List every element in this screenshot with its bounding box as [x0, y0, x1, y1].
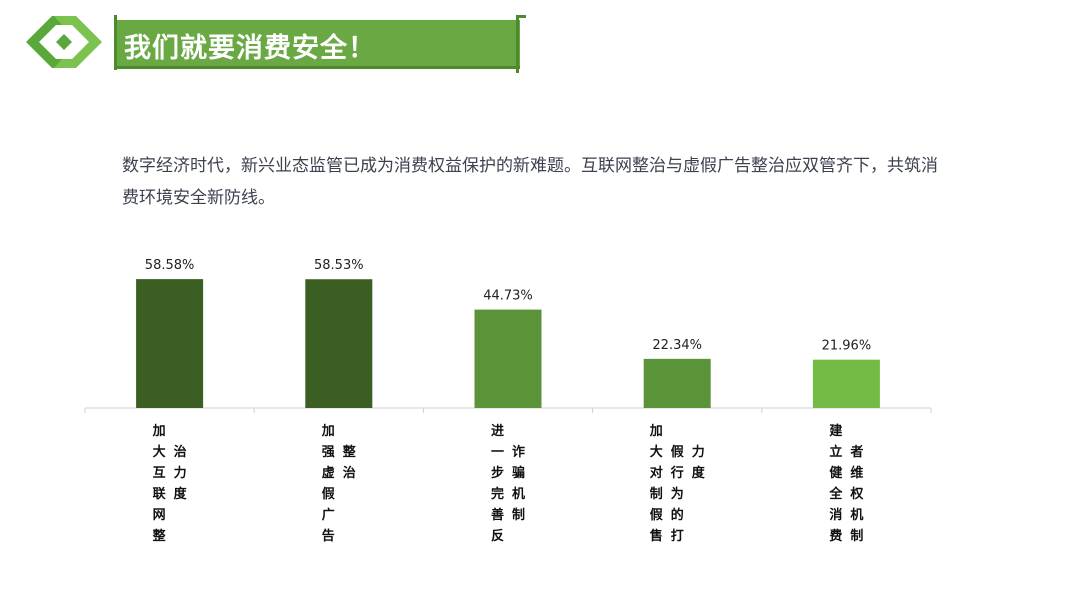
- category-label-char: 度: [692, 465, 706, 481]
- intro-text: 数字经济时代，新兴业态监管已成为消费权益保护的新难题。互联网整治与虚假广告整治应…: [122, 156, 938, 208]
- category-label-char: 建: [829, 423, 842, 439]
- category-label-char: 骗: [512, 465, 525, 481]
- category-label-char: 打: [671, 528, 684, 544]
- category-label-char: 全: [828, 486, 843, 502]
- category-label-char: 费: [829, 528, 842, 544]
- category-label-char: 网: [153, 508, 166, 523]
- category-label-char: 假: [650, 507, 664, 523]
- category-label-char: 大: [153, 444, 166, 460]
- banner-decoration: [114, 15, 526, 73]
- category-label-char: 力: [692, 444, 705, 460]
- category-label-char: 力: [174, 465, 187, 481]
- title-banner: 我们就要消费安全！: [116, 20, 520, 66]
- category-label-char: 假: [671, 444, 685, 460]
- category-label-char: 进: [491, 424, 504, 439]
- category-label-char: 加: [152, 424, 166, 439]
- category-label-char: 制: [650, 486, 663, 502]
- category-label-char: 机: [512, 486, 525, 502]
- category-label-char: 整: [342, 444, 357, 460]
- category-label-char: 广: [322, 507, 335, 523]
- bar-value-label: 22.34%: [652, 338, 702, 353]
- category-label-char: 诈: [512, 444, 525, 460]
- bar-value-label: 58.53%: [314, 258, 364, 273]
- bar: [136, 279, 204, 408]
- category-label-char: 制: [512, 507, 525, 523]
- category-label-char: 权: [849, 486, 864, 502]
- bar: [474, 309, 542, 408]
- category-label-char: 对: [650, 465, 663, 481]
- category-label-char: 行: [670, 465, 684, 481]
- category-label-char: 机: [850, 507, 863, 523]
- bar-value-label: 21.96%: [822, 339, 872, 354]
- category-label-char: 一: [491, 445, 504, 460]
- category-label-char: 告: [322, 528, 335, 544]
- category-label-char: 大: [650, 444, 663, 460]
- category-label-char: 善: [491, 507, 504, 523]
- category-label-char: 步: [491, 465, 504, 481]
- category-label-char: 度: [174, 486, 188, 502]
- bar-value-label: 58.58%: [145, 258, 195, 273]
- category-label-char: 消: [829, 507, 842, 523]
- category-label-char: 者: [849, 444, 863, 460]
- category-label-char: 互: [153, 466, 166, 481]
- category-label-char: 的: [671, 507, 684, 523]
- category-label-char: 整: [152, 528, 167, 544]
- category-label-char: 立: [829, 444, 842, 460]
- category-label-char: 治: [174, 444, 187, 460]
- bar: [643, 358, 711, 408]
- category-label-char: 为: [671, 486, 684, 502]
- category-label-char: 加: [321, 424, 335, 439]
- category-label-char: 加: [649, 424, 663, 439]
- category-label-char: 反: [491, 528, 504, 544]
- bar-value-label: 44.73%: [483, 289, 533, 304]
- category-label-char: 健: [829, 465, 842, 481]
- page-title: 我们就要消费安全！: [124, 33, 376, 64]
- bar: [812, 359, 880, 408]
- category-label-char: 强: [322, 445, 335, 460]
- category-label-char: 制: [850, 528, 863, 544]
- category-label-char: 售: [650, 528, 663, 544]
- logo-icon: [26, 16, 102, 68]
- category-label-char: 治: [343, 465, 356, 481]
- category-label-char: 维: [850, 465, 863, 481]
- category-label-char: 虚: [322, 465, 335, 481]
- bar: [305, 279, 373, 408]
- category-label-char: 联: [153, 487, 166, 502]
- category-label-char: 假: [322, 486, 336, 502]
- category-label-char: 完: [491, 486, 504, 502]
